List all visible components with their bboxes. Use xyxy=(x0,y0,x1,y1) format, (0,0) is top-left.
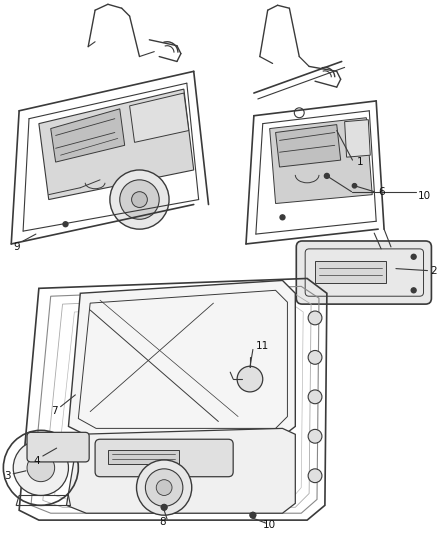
Text: 11: 11 xyxy=(256,341,269,351)
Circle shape xyxy=(110,170,169,229)
Polygon shape xyxy=(270,118,372,204)
Circle shape xyxy=(325,173,329,179)
Circle shape xyxy=(280,215,285,220)
Polygon shape xyxy=(345,120,370,157)
Polygon shape xyxy=(130,93,189,142)
FancyBboxPatch shape xyxy=(27,432,89,462)
Circle shape xyxy=(308,351,322,364)
Polygon shape xyxy=(67,429,295,513)
Circle shape xyxy=(411,254,416,259)
Polygon shape xyxy=(276,125,341,167)
Circle shape xyxy=(308,469,322,483)
FancyBboxPatch shape xyxy=(95,439,233,477)
Text: 10: 10 xyxy=(417,191,431,200)
Circle shape xyxy=(156,480,172,496)
Circle shape xyxy=(325,173,329,179)
Text: 7: 7 xyxy=(51,406,57,416)
Circle shape xyxy=(161,505,167,510)
Circle shape xyxy=(294,108,304,118)
Circle shape xyxy=(237,366,263,392)
FancyBboxPatch shape xyxy=(296,241,431,304)
Polygon shape xyxy=(68,280,295,437)
Circle shape xyxy=(352,183,357,188)
Circle shape xyxy=(13,440,68,496)
Circle shape xyxy=(411,288,416,293)
Text: 6: 6 xyxy=(378,187,385,197)
Circle shape xyxy=(308,311,322,325)
Polygon shape xyxy=(51,109,125,162)
Circle shape xyxy=(308,390,322,403)
Circle shape xyxy=(250,512,256,518)
Text: 2: 2 xyxy=(431,265,437,276)
Circle shape xyxy=(27,454,55,482)
Text: 9: 9 xyxy=(13,242,20,252)
Circle shape xyxy=(131,192,147,207)
Text: 4: 4 xyxy=(33,456,39,466)
Circle shape xyxy=(137,460,192,515)
Polygon shape xyxy=(108,450,179,464)
Circle shape xyxy=(120,180,159,219)
Text: 1: 1 xyxy=(357,157,363,167)
Circle shape xyxy=(308,430,322,443)
Polygon shape xyxy=(39,89,194,199)
Polygon shape xyxy=(315,261,386,284)
Text: 8: 8 xyxy=(159,517,166,527)
Circle shape xyxy=(63,222,68,227)
Text: 10: 10 xyxy=(263,520,276,530)
Circle shape xyxy=(161,505,167,510)
Circle shape xyxy=(145,469,183,506)
Circle shape xyxy=(250,512,256,518)
Text: 3: 3 xyxy=(4,471,11,481)
